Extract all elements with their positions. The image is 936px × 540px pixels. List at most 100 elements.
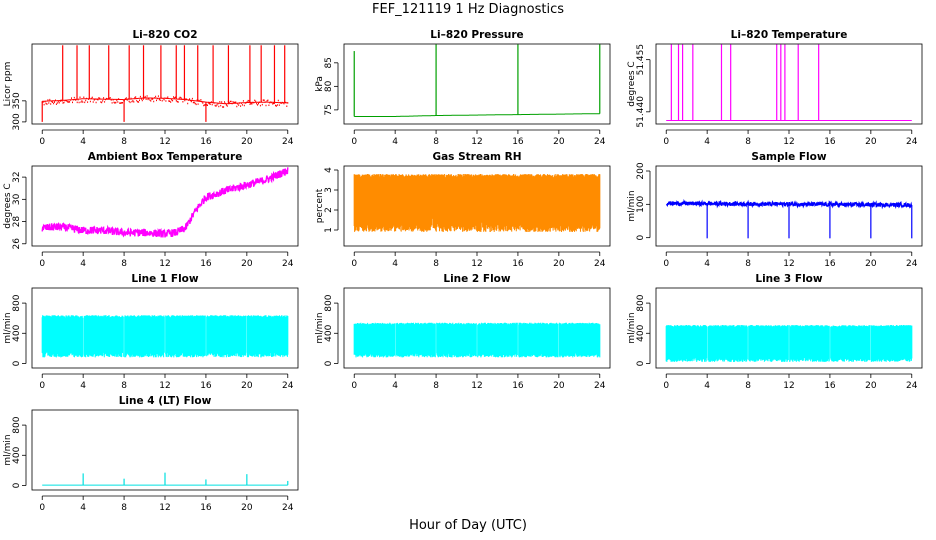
plot-frame bbox=[343, 43, 611, 125]
y-tick-label: 350 bbox=[12, 92, 22, 109]
plot-frame bbox=[343, 165, 611, 247]
panel-data bbox=[666, 44, 912, 121]
series-band bbox=[353, 174, 601, 232]
y-tick-label: 0 bbox=[636, 235, 646, 241]
x-tick-label: 16 bbox=[200, 381, 212, 391]
y-axis-label: ml/min bbox=[627, 312, 637, 343]
x-axis: 0 4 8 12 16 20 24 bbox=[39, 129, 294, 147]
panel-data bbox=[353, 322, 601, 358]
x-tick-label: 4 bbox=[392, 259, 398, 269]
panel-data bbox=[666, 198, 913, 239]
y-tick-label: 51.440 bbox=[636, 96, 646, 128]
y-tick-label: 0 bbox=[636, 360, 646, 366]
x-tick-label: 24 bbox=[906, 137, 918, 147]
x-tick-label: 12 bbox=[159, 259, 170, 269]
x-tick-label: 4 bbox=[80, 381, 86, 391]
y-tick-label: 0 bbox=[12, 360, 22, 366]
y-tick-label: 800 bbox=[12, 416, 22, 433]
x-tick-label: 4 bbox=[704, 259, 710, 269]
x-axis: 0 4 8 12 16 20 24 bbox=[39, 495, 294, 513]
x-tick-label: 0 bbox=[39, 381, 45, 391]
x-tick-label: 16 bbox=[200, 137, 212, 147]
x-tick-label: 4 bbox=[80, 137, 86, 147]
panel-3: Li–820 Temperature 0 4 8 12 16 20 24 51.440 51.45… bbox=[627, 29, 923, 147]
x-tick-label: 8 bbox=[121, 503, 127, 513]
y-axis-label: ml/min bbox=[3, 434, 13, 465]
x-tick-label: 8 bbox=[121, 381, 127, 391]
plot-frame bbox=[31, 287, 299, 369]
x-tick-label: 12 bbox=[471, 137, 482, 147]
panel-data bbox=[353, 44, 601, 117]
panel-title: Gas Stream RH bbox=[432, 151, 521, 163]
y-tick-label: 30 bbox=[12, 193, 22, 205]
panel-title: Sample Flow bbox=[751, 151, 826, 163]
y-tick-label: 4 bbox=[324, 167, 334, 173]
panel-data bbox=[665, 325, 913, 362]
x-axis: 0 4 8 12 16 20 24 bbox=[351, 129, 606, 147]
x-tick-label: 24 bbox=[594, 259, 606, 269]
panel-title: Li–820 Pressure bbox=[430, 29, 523, 41]
x-tick-label: 8 bbox=[121, 137, 127, 147]
y-axis-label: ml/min bbox=[3, 312, 13, 343]
plot-frame bbox=[655, 165, 923, 247]
y-tick-label: 400 bbox=[324, 324, 334, 341]
y-axis-label: Licor ppm bbox=[3, 62, 13, 107]
x-tick-label: 20 bbox=[553, 381, 565, 391]
panel-data bbox=[42, 472, 289, 486]
y-tick-label: 1 bbox=[324, 227, 334, 233]
x-tick-label: 20 bbox=[865, 259, 877, 269]
x-tick-label: 16 bbox=[824, 259, 836, 269]
x-tick-label: 20 bbox=[241, 137, 253, 147]
x-tick-label: 8 bbox=[433, 137, 439, 147]
plot-frame bbox=[31, 165, 299, 247]
y-axis: 75 80 85 kPa bbox=[315, 57, 339, 116]
panel-data bbox=[41, 315, 289, 358]
y-tick-label: 200 bbox=[636, 162, 646, 179]
x-tick-label: 24 bbox=[906, 259, 918, 269]
y-tick-label: 75 bbox=[324, 104, 334, 115]
x-axis: 0 4 8 12 16 20 24 bbox=[351, 373, 606, 391]
y-tick-label: 3 bbox=[324, 187, 334, 193]
panel-2: Li–820 Pressure 0 4 8 12 16 20 24 75 80 85 kPa bbox=[315, 29, 611, 147]
x-tick-label: 20 bbox=[865, 381, 877, 391]
x-tick-label: 8 bbox=[745, 137, 751, 147]
x-tick-label: 4 bbox=[392, 381, 398, 391]
x-tick-label: 16 bbox=[824, 137, 836, 147]
x-tick-label: 24 bbox=[594, 381, 606, 391]
series-band bbox=[665, 325, 913, 362]
x-tick-label: 12 bbox=[159, 137, 170, 147]
x-tick-label: 12 bbox=[471, 381, 482, 391]
x-tick-label: 8 bbox=[745, 381, 751, 391]
x-axis: 0 4 8 12 16 20 24 bbox=[663, 251, 918, 269]
x-tick-label: 0 bbox=[351, 259, 357, 269]
y-axis-label: degrees C bbox=[627, 61, 637, 106]
x-tick-label: 4 bbox=[704, 137, 710, 147]
x-tick-label: 12 bbox=[783, 381, 794, 391]
panel-title: Line 4 (LT) Flow bbox=[119, 395, 212, 407]
y-axis: 0 100 200 ml/min bbox=[627, 162, 651, 241]
y-tick-label: 2 bbox=[324, 207, 334, 213]
panel-title: Line 2 Flow bbox=[443, 273, 510, 285]
x-tick-label: 12 bbox=[159, 381, 170, 391]
plot-frame bbox=[31, 409, 299, 491]
panel-title: Line 3 Flow bbox=[755, 273, 822, 285]
y-tick-label: 85 bbox=[324, 57, 334, 68]
y-tick-label: 300 bbox=[12, 113, 22, 130]
y-tick-label: 0 bbox=[12, 482, 22, 488]
x-tick-label: 4 bbox=[392, 137, 398, 147]
y-tick-label: 0 bbox=[324, 360, 334, 366]
y-axis-label: kPa bbox=[315, 76, 325, 92]
panel-4: Ambient Box Temperature 0 4 8 12 16 20 24 26 28 30… bbox=[3, 151, 299, 269]
x-tick-label: 8 bbox=[433, 259, 439, 269]
x-tick-label: 24 bbox=[282, 381, 294, 391]
x-tick-label: 4 bbox=[80, 503, 86, 513]
